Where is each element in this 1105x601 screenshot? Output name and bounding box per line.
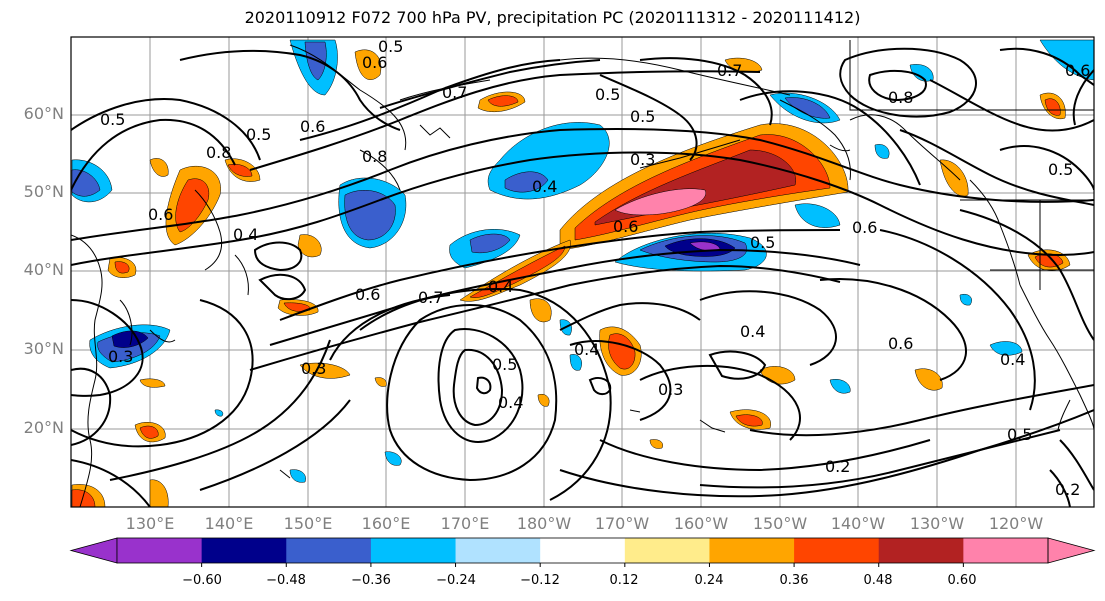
colorbar-extend-min (69, 537, 118, 564)
contour-label: 0.4 (488, 277, 513, 296)
lon-label: 170°E (440, 514, 490, 533)
contour-label: 0.4 (1000, 350, 1025, 369)
colorbar-segment (286, 538, 372, 563)
lon-label: 130°W (909, 514, 965, 533)
contour-label: 0.7 (418, 288, 443, 307)
colorbar-label: 0.12 (609, 573, 639, 588)
colorbar-segment (455, 538, 541, 563)
contour-label: 0.2 (825, 457, 850, 476)
lat-label-30n: 30°N (23, 339, 64, 358)
page-title: 2020110912 F072 700 hPa PV, precipitatio… (244, 8, 861, 27)
contour-label: 0.5 (750, 233, 775, 252)
lon-label: 140°W (830, 514, 886, 533)
contour-label: 0.4 (740, 322, 765, 341)
lat-label-20n: 20°N (23, 418, 64, 437)
colorbar-label: −0.60 (182, 573, 222, 588)
contour-label: 0.5 (492, 355, 517, 374)
lon-label: 150°W (752, 514, 808, 533)
contour-label-layer: 0.5 0.6 0.7 0.7 0.6 0.5 0.5 0.6 0.8 0.3 … (100, 37, 1090, 499)
lon-label: 170°W (594, 514, 650, 533)
colorbar-label: 0.36 (779, 573, 809, 588)
colorbar-segment (878, 538, 964, 563)
contour-label: 0.6 (355, 285, 380, 304)
lat-label-50n: 50°N (23, 182, 64, 201)
colorbar-segment (794, 538, 880, 563)
lon-label: 180°W (516, 514, 572, 533)
contour-label: 0.3 (108, 347, 133, 366)
lon-label: 130°E (125, 514, 175, 533)
coastlines (71, 40, 1094, 507)
colorbar-segment (709, 538, 795, 563)
contour-label: 0.7 (717, 61, 742, 80)
map-background (71, 37, 1094, 507)
contour-label: 0.6 (613, 217, 638, 236)
contour-label: 0.8 (888, 88, 913, 107)
contour-label: 0.4 (233, 225, 258, 244)
colorbar (69, 537, 1096, 567)
colorbar-segment (963, 538, 1049, 563)
colorbar-label: 0.60 (947, 573, 977, 588)
contour-label: 0.5 (1007, 425, 1032, 444)
contour-label: 0.5 (630, 107, 655, 126)
colorbar-label: 0.24 (694, 573, 724, 588)
contour-label: 0.4 (574, 340, 599, 359)
contour-label: 0.6 (852, 218, 877, 237)
lon-label: 160°E (361, 514, 411, 533)
lon-label: 150°E (283, 514, 333, 533)
contour-label: 0.4 (498, 393, 523, 412)
contour-label: 0.5 (595, 85, 620, 104)
contour-label: 0.6 (300, 117, 325, 136)
colorbar-label: −0.36 (351, 573, 391, 588)
gridlines (71, 37, 1094, 507)
contour-label: 0.5 (378, 37, 403, 56)
precip-negative (71, 39, 1094, 483)
contour-label: 0.6 (888, 334, 913, 353)
contour-label: 0.7 (442, 83, 467, 102)
colorbar-label: 0.48 (863, 573, 893, 588)
contour-label: 0.5 (1048, 160, 1073, 179)
precip-positive (71, 49, 1071, 507)
colorbar-label: −0.12 (520, 573, 560, 588)
map-frame (70, 36, 1095, 508)
contour-label: 0.3 (301, 359, 326, 378)
colorbar-segment (540, 538, 626, 563)
colorbar-segment (624, 538, 710, 563)
lon-label: 160°W (673, 514, 729, 533)
contour-label: 0.4 (532, 177, 557, 196)
contour-label: 0.6 (148, 205, 173, 224)
contour-label: 0.3 (658, 380, 683, 399)
contour-label: 0.5 (246, 125, 271, 144)
contour-label: 0.8 (206, 143, 231, 162)
lon-label: 120°W (988, 514, 1044, 533)
lat-label-40n: 40°N (23, 260, 64, 279)
colorbar-label: −0.48 (266, 573, 306, 588)
colorbar-segment (117, 538, 203, 563)
lat-label-60n: 60°N (23, 104, 64, 123)
contour-label: 0.5 (100, 110, 125, 129)
contour-label: 0.8 (362, 147, 387, 166)
colorbar-segment (201, 538, 287, 563)
colorbar-label: −0.24 (436, 573, 476, 588)
contour-label: 0.3 (630, 150, 655, 169)
contour-label: 0.6 (362, 53, 387, 72)
lon-label: 140°E (204, 514, 254, 533)
colorbar-extend-max (1047, 537, 1096, 564)
colorbar-frame (116, 537, 1049, 564)
contour-label: 0.2 (1055, 480, 1080, 499)
colorbar-segment (370, 538, 457, 563)
contour-label: 0.6 (1065, 61, 1090, 80)
